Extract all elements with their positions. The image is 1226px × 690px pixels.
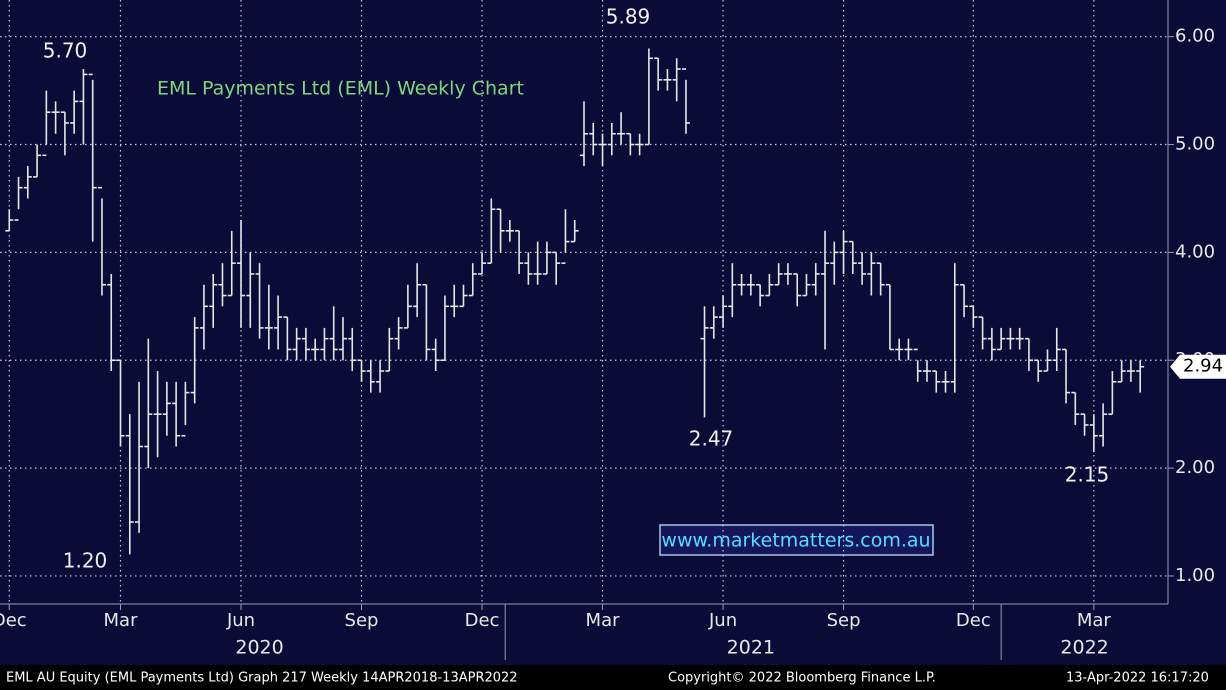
background [0,0,1226,665]
year-label: 2021 [727,637,775,659]
annotation: 2.15 [1065,463,1110,487]
y-tick-label: 1.00 [1175,565,1215,586]
x-tick-label: Dec [0,610,27,631]
x-tick-label: Dec [465,610,500,631]
x-tick-label: Mar [1077,610,1112,631]
x-tick-label: Sep [345,610,379,631]
footer-left: EML AU Equity (EML Payments Ltd) Graph 2… [6,671,518,686]
y-tick-label: 4.00 [1175,241,1215,262]
annotation: 5.89 [606,5,651,29]
x-tick-label: Mar [586,610,621,631]
x-tick-label: Mar [104,610,139,631]
annotation: 1.20 [63,549,108,573]
y-tick-label: 6.00 [1175,26,1215,47]
footer-middle: Copyright© 2022 Bloomberg Finance L.P. [668,671,936,686]
annotation: 5.70 [43,39,88,63]
chart-title: EML Payments Ltd (EML) Weekly Chart [157,78,524,100]
footer-strip [0,665,1226,690]
watermark-box [659,524,934,556]
y-tick-label: 5.00 [1175,134,1215,155]
y-tick-label: 2.00 [1175,457,1215,478]
x-tick-label: Jun [226,610,255,631]
last-price-label: 2.94 [1183,356,1223,377]
x-tick-label: Jun [708,610,737,631]
x-tick-label: Dec [956,610,991,631]
annotation: 2.47 [689,427,734,451]
year-label: 2022 [1060,637,1108,659]
year-label: 2020 [235,637,283,659]
last-price-marker [1170,354,1226,379]
footer-right: 13-Apr-2022 16:17:20 [1066,671,1209,686]
x-tick-label: Sep [827,610,861,631]
watermark: www.marketmatters.com.au [661,530,930,552]
